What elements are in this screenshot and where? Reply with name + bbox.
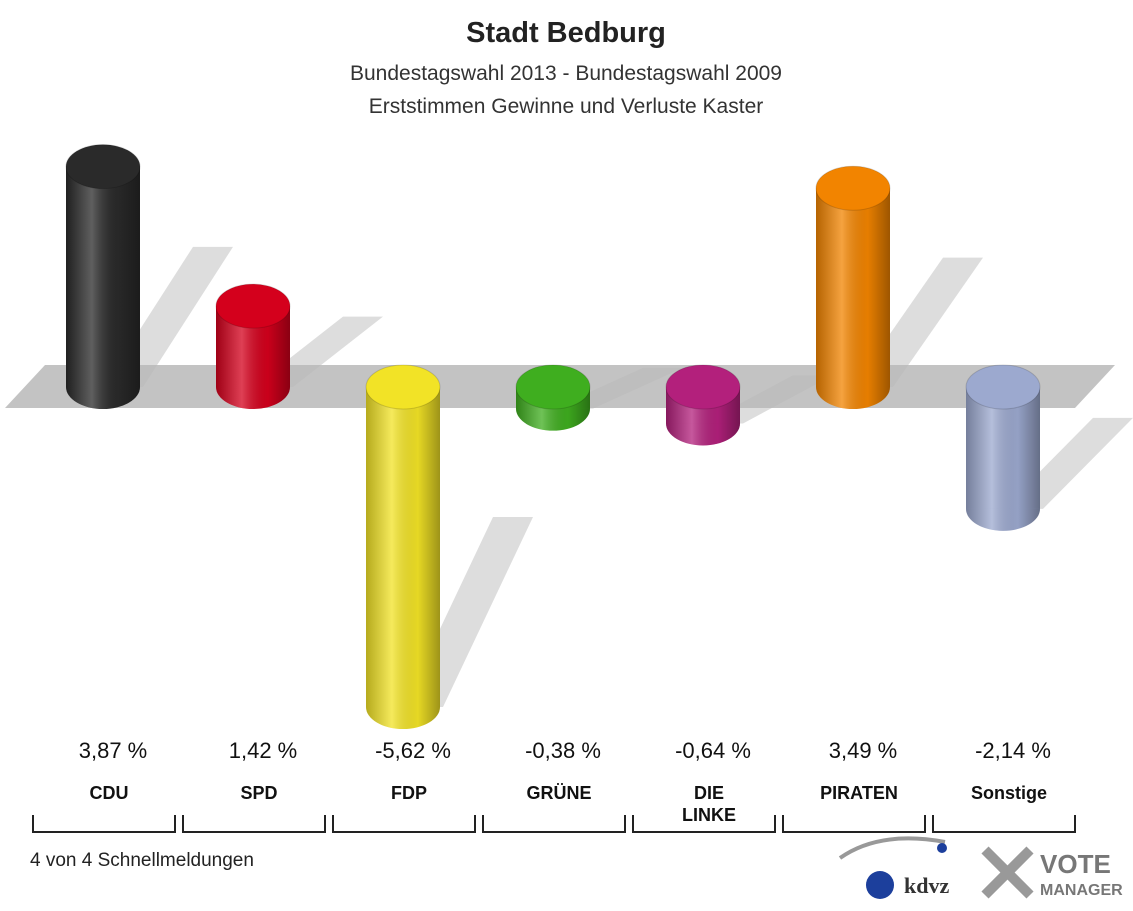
bracket xyxy=(482,815,626,833)
value-label: -0,38 % xyxy=(525,738,601,763)
x-tick-label: FDP xyxy=(334,782,484,804)
bar xyxy=(365,364,441,729)
chart-subtitle: Bundestagswahl 2013 - Bundestagswahl 200… xyxy=(350,62,782,85)
bar-top xyxy=(815,165,891,211)
value-label: -2,14 % xyxy=(975,738,1051,763)
bar xyxy=(815,165,891,409)
bracket xyxy=(332,815,476,833)
value-label: 3,87 % xyxy=(79,738,148,763)
x-tick-text: SPD xyxy=(240,783,278,803)
chart-title: Stadt Bedburg xyxy=(466,17,666,49)
x-tick-label: Sonstige xyxy=(934,782,1084,804)
bar-top xyxy=(65,144,141,190)
bracket xyxy=(632,815,776,833)
logo-text: VOTE xyxy=(1040,849,1111,879)
logo-text: kdvz xyxy=(904,873,949,898)
logo: kdvz VOTE MANAGER xyxy=(838,836,1123,899)
value-label: -5,62 % xyxy=(375,738,451,763)
logo-text: MANAGER xyxy=(1040,882,1123,899)
bar xyxy=(65,144,141,409)
bars xyxy=(65,144,1041,729)
bar-body-shade xyxy=(66,166,140,387)
bar-top xyxy=(965,364,1041,410)
bar xyxy=(215,283,291,409)
x-tick-text: CDU xyxy=(89,783,129,803)
x-tick-label: DIE LINKE xyxy=(634,782,784,826)
x-tick-label: SPD xyxy=(184,782,334,804)
value-label: 3,49 % xyxy=(829,738,898,763)
brackets xyxy=(32,815,1076,833)
bar-top xyxy=(665,364,741,410)
x-tick-text: PIRATEN xyxy=(820,783,898,803)
bar-top xyxy=(365,364,441,410)
footer: 4 von 4 Schnellmeldungen xyxy=(30,850,254,871)
bar-body-shade xyxy=(816,188,890,387)
bracket xyxy=(782,815,926,833)
value-label: -0,64 % xyxy=(675,738,751,763)
bar-top xyxy=(515,364,591,410)
x-tick-text: DIE LINKE xyxy=(682,783,736,825)
bar-top xyxy=(215,283,291,329)
bracket xyxy=(32,815,176,833)
chart-subtitle: Erststimmen Gewinne und Verluste Kaster xyxy=(369,95,764,118)
x-tick-label: GRÜNE xyxy=(484,782,634,804)
bracket xyxy=(182,815,326,833)
bar xyxy=(965,364,1041,531)
bracket xyxy=(932,815,1076,833)
x-tick-text: Sonstige xyxy=(970,783,1047,803)
bar xyxy=(665,364,741,446)
x-tick-label: CDU xyxy=(34,782,184,804)
bar-body-shade xyxy=(366,387,440,707)
x-tick-text: GRÜNE xyxy=(526,783,592,803)
x-tick-text: FDP xyxy=(391,783,427,803)
x-tick-label: PIRATEN xyxy=(784,782,934,804)
bar xyxy=(515,364,591,431)
value-label: 1,42 % xyxy=(229,738,298,763)
